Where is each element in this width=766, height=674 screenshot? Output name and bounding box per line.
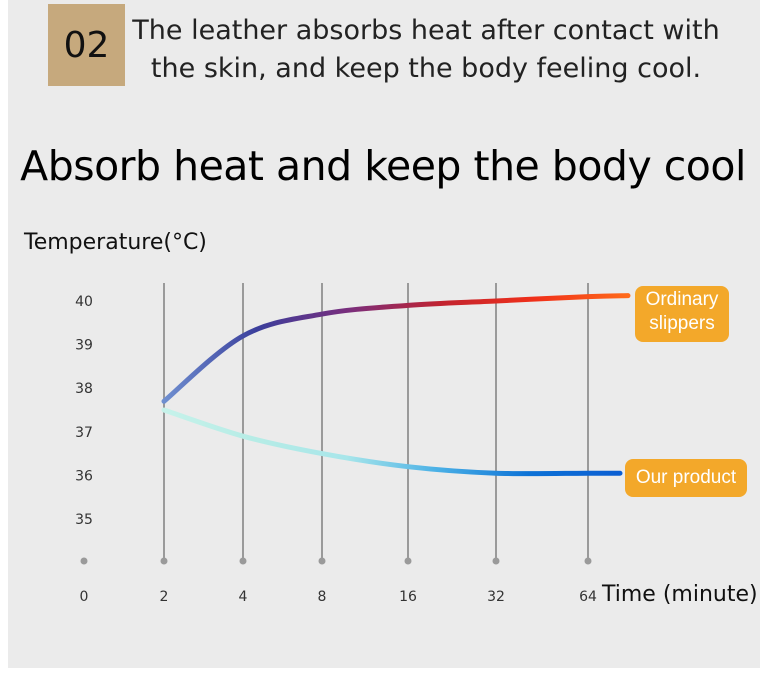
x-tick-label-32: 32 xyxy=(487,589,505,605)
x-axis-label: Time (minute) xyxy=(602,582,758,607)
x-tick-dot-0 xyxy=(80,557,88,565)
y-tick-label-38: 38 xyxy=(75,381,93,397)
x-tick-dot-64 xyxy=(584,557,592,565)
series-line-ordinary-slippers xyxy=(161,293,631,404)
step-number: 02 xyxy=(63,24,110,66)
x-tick-label-4: 4 xyxy=(239,589,248,605)
y-tick-label-35: 35 xyxy=(75,512,93,528)
x-tick-label-64: 64 xyxy=(579,589,597,605)
x-tick-label-16: 16 xyxy=(399,589,417,605)
x-tick-dot-32 xyxy=(492,557,500,565)
y-tick-label-40: 40 xyxy=(75,294,93,310)
x-tick-dot-8 xyxy=(318,557,326,565)
x-tick-dot-2 xyxy=(160,557,168,565)
feature-description-line1: The leather absorbs heat after contact w… xyxy=(132,15,720,46)
x-tick-label-0: 0 xyxy=(80,589,89,605)
chart-title: Absorb heat and keep the body cool xyxy=(20,142,746,190)
x-tick-label-8: 8 xyxy=(318,589,327,605)
series-line-our-product xyxy=(161,407,623,477)
feature-description: The leather absorbs heat after contact w… xyxy=(126,12,726,88)
series-label-ordinary-slippers: Ordinary slippers xyxy=(635,286,729,342)
series-label-ordinary-line1: Ordinary xyxy=(645,289,719,310)
x-tick-dot-4 xyxy=(239,557,247,565)
series-label-ordinary-line2: slippers xyxy=(649,313,715,334)
y-tick-label-39: 39 xyxy=(75,338,93,354)
y-axis-label: Temperature(°C) xyxy=(24,230,207,255)
feature-description-line2: the skin, and keep the body feeling cool… xyxy=(150,53,702,84)
step-number-badge: 02 xyxy=(48,4,125,86)
series-label-our-product: Our product xyxy=(625,459,747,497)
x-tick-dot-16 xyxy=(404,557,412,565)
chart-panel: 02 The leather absorbs heat after contac… xyxy=(8,0,760,668)
y-tick-label-36: 36 xyxy=(75,468,93,484)
x-tick-label-2: 2 xyxy=(160,589,169,605)
y-tick-label-37: 37 xyxy=(75,425,93,441)
